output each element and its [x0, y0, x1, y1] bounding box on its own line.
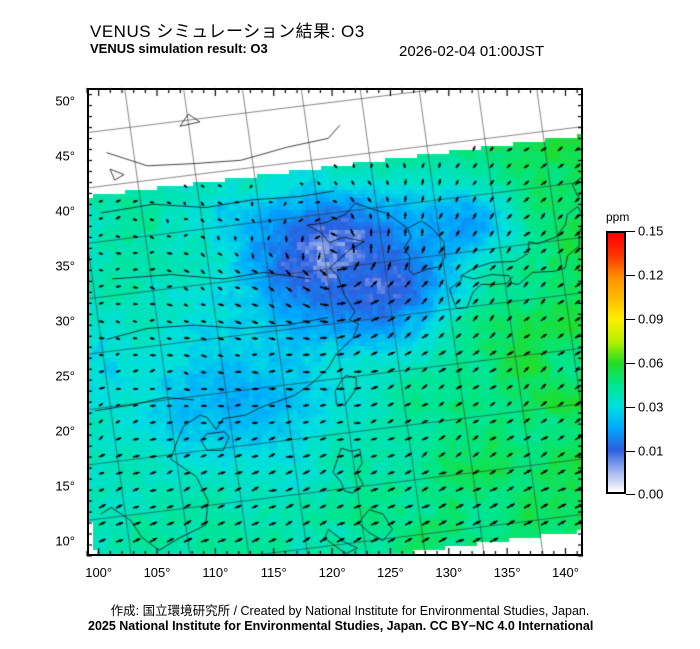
x-axis-tick-label: 120° — [318, 565, 346, 580]
colorbar-tick-mark — [626, 274, 635, 276]
y-axis-tick-label: 10° — [55, 533, 75, 549]
page-title-japanese: VENUS シミュレーション結果: O3 — [90, 22, 365, 41]
colorbar-tick-mark — [626, 406, 635, 408]
colorbar-tick-label: 0.12 — [638, 267, 664, 283]
y-axis-tick-label: 35° — [55, 258, 75, 274]
x-axis-tick-label: 100° — [85, 565, 113, 580]
map-plot-area[interactable] — [87, 88, 583, 556]
x-axis-tick-label: 140° — [552, 565, 579, 580]
footer-license: 2025 National Institute for Environmenta… — [88, 619, 594, 633]
colorbar-tick-mark — [626, 362, 635, 364]
y-axis-tick-label: 25° — [55, 368, 75, 384]
y-axis-tick-label: 30° — [55, 313, 75, 329]
colorbar-unit-label: ppm — [606, 210, 630, 224]
y-axis-tick-label: 40° — [55, 203, 75, 219]
colorbar-tick-label: 0.09 — [638, 311, 664, 327]
colorbar-tick-label: 0.06 — [638, 355, 664, 371]
colorbar-tick-mark — [626, 494, 635, 495]
y-axis-tick-label: 20° — [55, 423, 75, 439]
x-axis-tick-label: 105° — [143, 565, 171, 580]
colorbar-tick-label: 0.15 — [638, 223, 664, 239]
colorbar-tick-mark — [626, 231, 635, 232]
page-title-english: VENUS simulation result: O3 — [90, 41, 268, 56]
y-axis-tick-label: 50° — [55, 93, 75, 109]
x-axis-tick-label: 115° — [260, 565, 287, 580]
x-axis-tick-label: 135° — [493, 565, 521, 580]
x-axis-tick-label: 110° — [202, 565, 229, 580]
x-axis-tick-label: 130° — [435, 565, 463, 580]
x-axis-tick-label: 125° — [376, 565, 404, 580]
y-axis-tick-label: 15° — [55, 478, 75, 494]
colorbar-gradient — [606, 231, 626, 494]
colorbar-tick-label: 0.03 — [638, 399, 664, 415]
colorbar-tick-mark — [626, 318, 635, 320]
colorbar-tick-mark — [626, 450, 635, 452]
y-axis-tick-label: 45° — [55, 148, 75, 164]
footer-credit: 作成: 国立環境研究所 / Created by National Instit… — [110, 604, 590, 618]
wind-vector-layer — [89, 90, 581, 554]
colorbar-tick-label: 0.01 — [638, 443, 664, 459]
timestamp-label: 2026-02-04 01:00JST — [399, 43, 545, 60]
colorbar-tick-label: 0.00 — [638, 486, 664, 502]
